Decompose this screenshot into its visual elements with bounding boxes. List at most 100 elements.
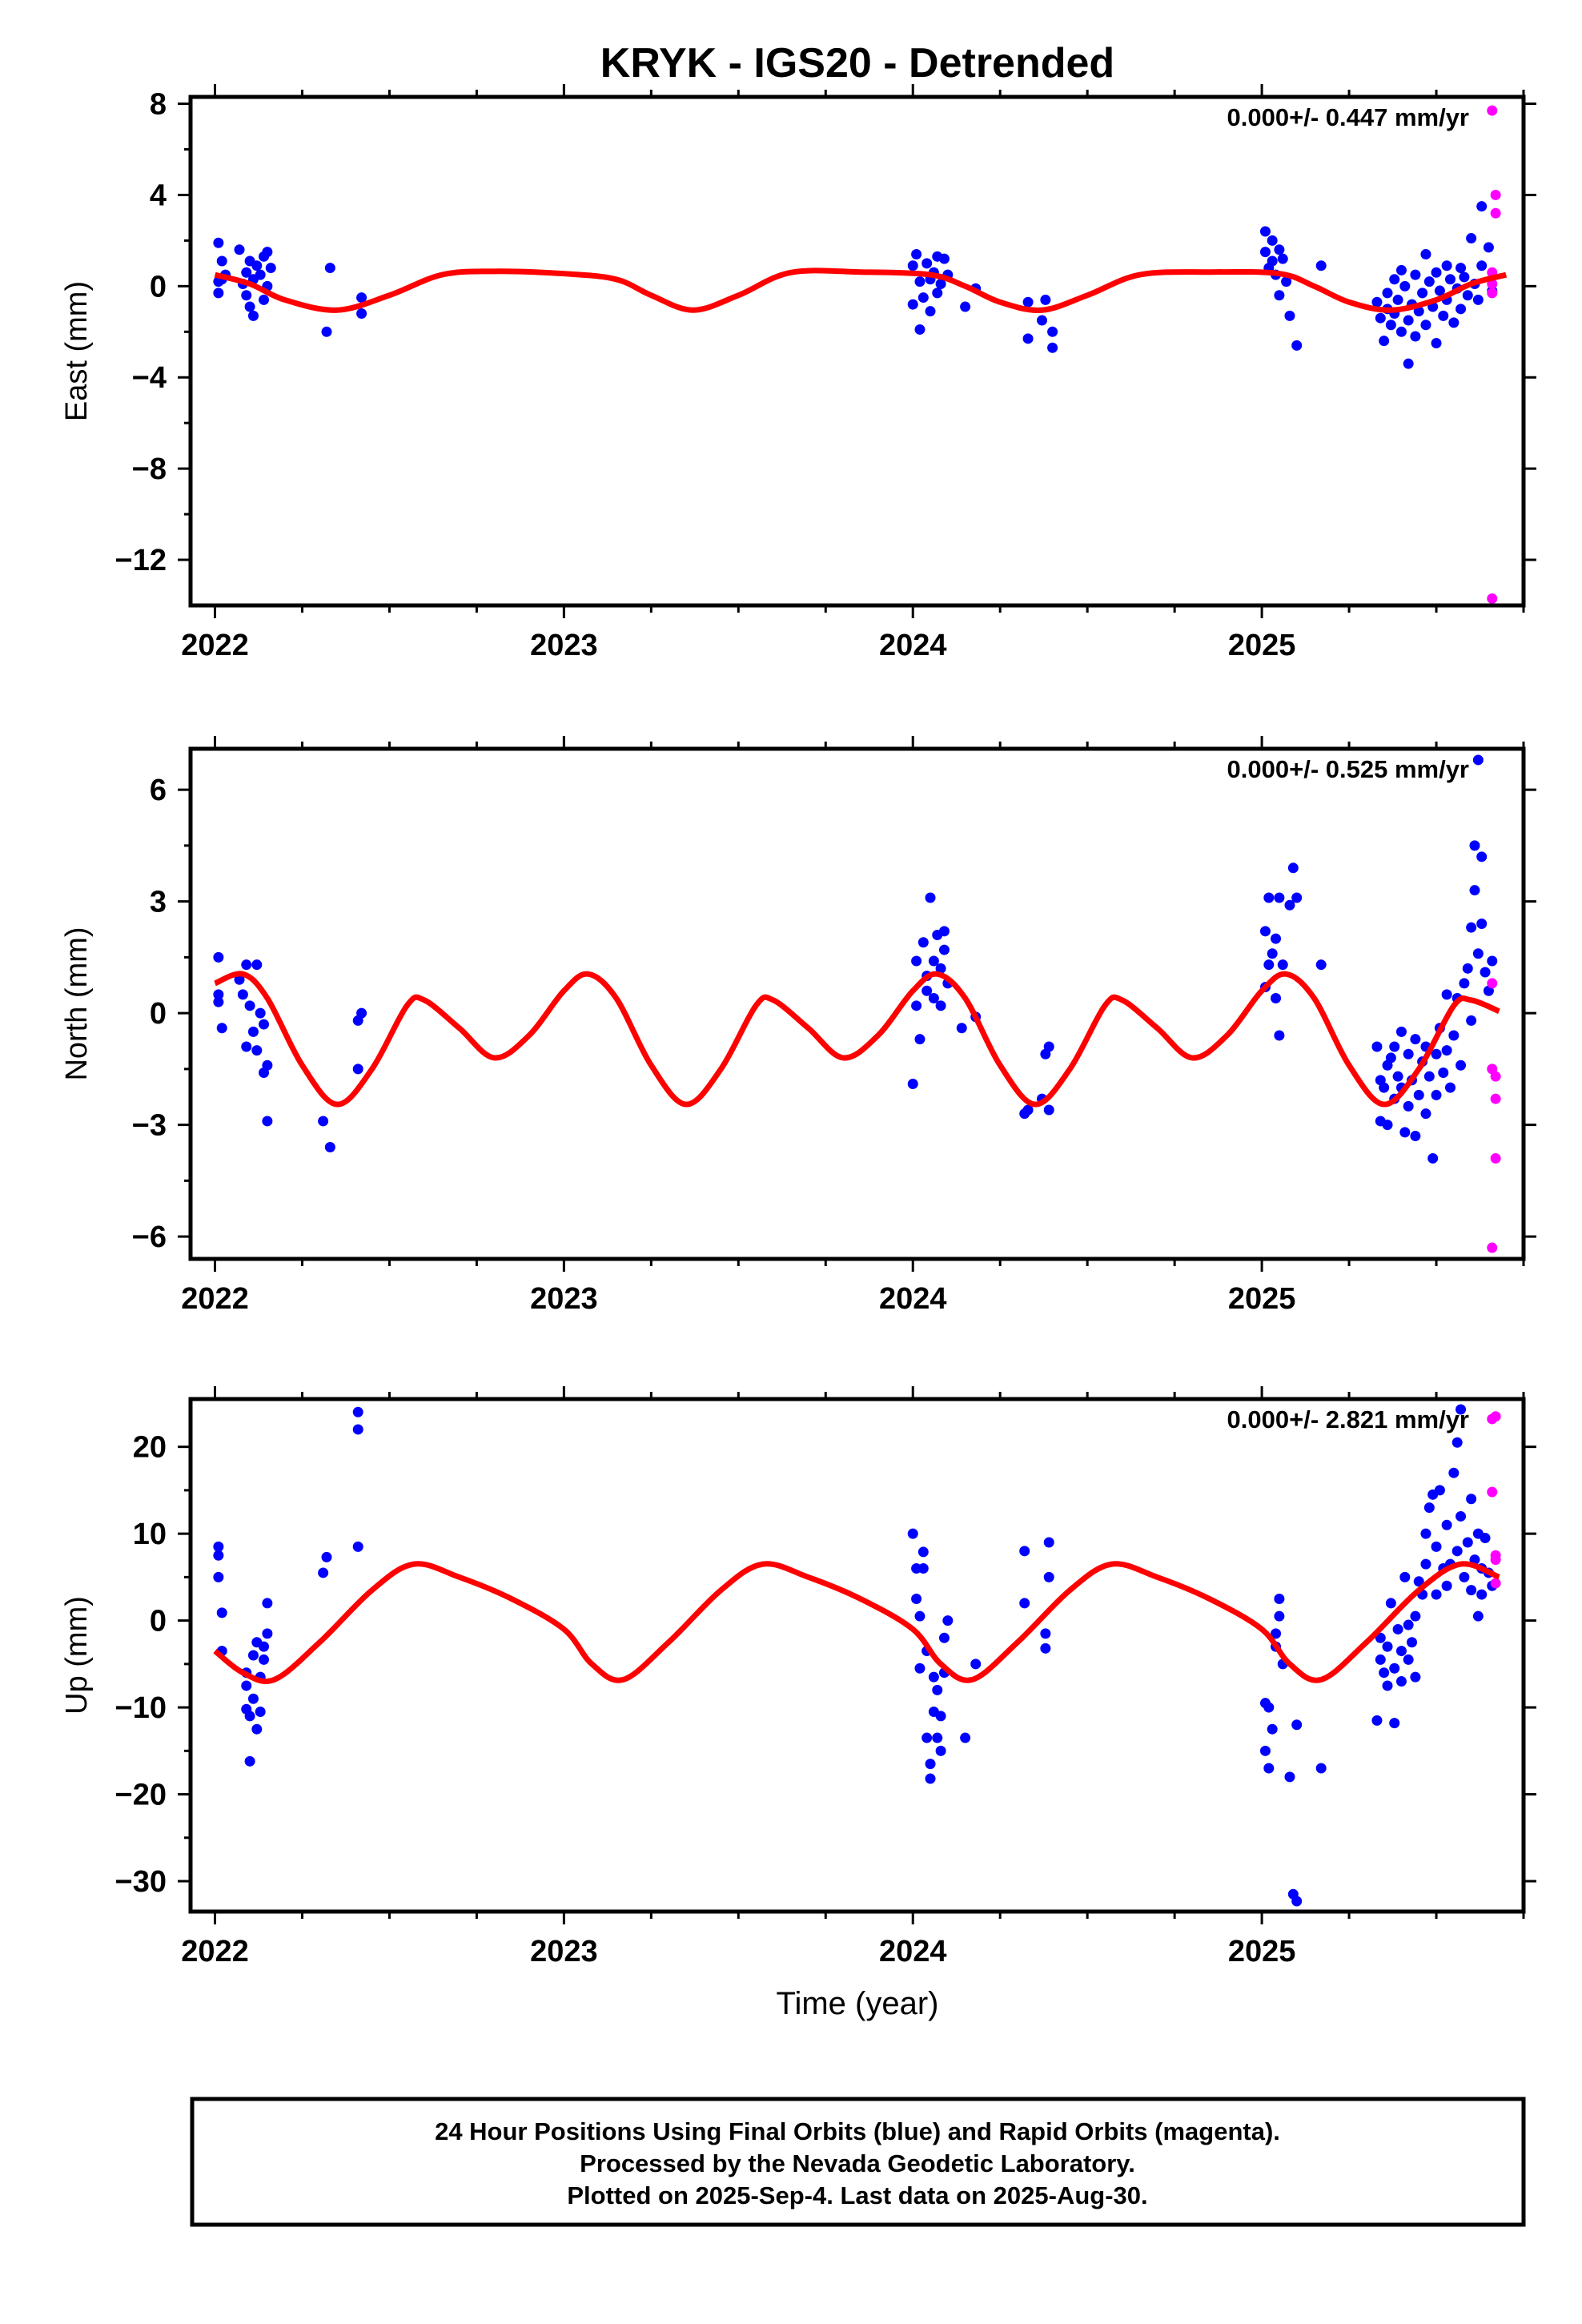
up-final-point [960,1732,971,1743]
east-final-point [244,301,255,312]
north-final-point [1043,1104,1054,1116]
up-final-point [1271,1628,1282,1639]
north-final-point [1423,1071,1435,1082]
east-final-point [1472,294,1484,305]
north-xtick-label: 2024 [879,1282,947,1316]
east-ytick-label: 8 [150,88,167,122]
north-xtick-label: 2022 [181,1282,249,1316]
east-final-point [1431,267,1442,278]
up-final-point [1476,1589,1488,1600]
east-ytick-label: −8 [132,452,167,486]
up-ytick-label: 10 [133,1518,167,1551]
north-final-point [1277,959,1288,971]
up-final-point [213,1541,224,1552]
north-final-point [1291,892,1303,903]
up-final-point [259,1654,270,1665]
north-final-point [1410,1034,1421,1045]
east-final-point [1040,294,1051,305]
up-final-point [1392,1623,1403,1634]
up-final-point [262,1628,273,1639]
up-final-point [1291,1896,1303,1907]
up-final-point [244,1755,255,1767]
north-final-point [255,1007,266,1019]
east-ytick-label: 4 [150,179,167,212]
north-rate-annotation: 0.000+/- 0.525 mm/yr [1227,755,1469,783]
east-final-point [1037,315,1048,326]
north-model-curve [214,971,1500,1108]
east-final-point [1483,242,1494,253]
east-final-point [1392,294,1403,305]
east-final-point [1274,290,1285,301]
up-final-point [1456,1404,1467,1415]
east-final-point [216,255,227,267]
up-final-point [216,1607,227,1618]
east-panel: 8 4 0 −4 −8 −12 2022 2023 2024 2025 East (mm) 0.000… [60,84,1536,662]
up-final-point [928,1671,939,1683]
up-final-point [1385,1598,1396,1609]
up-final-point [917,1546,929,1558]
east-final-point [1284,310,1295,321]
north-final-point [1287,862,1299,874]
north-final-point [318,1116,329,1127]
up-final-point [1423,1502,1435,1514]
north-final-point [1476,851,1488,862]
north-final-point [213,951,224,963]
north-final-point [247,1026,259,1037]
east-final-point [911,248,922,259]
up-final-point [925,1773,936,1784]
up-final-point [1431,1541,1442,1552]
east-final-point [259,294,270,305]
up-final-point [935,1745,946,1756]
north-final-point [928,955,939,967]
east-rapid-point [1487,593,1498,604]
up-final-point [1263,1763,1275,1774]
north-final-point [1284,899,1295,911]
east-final-point [213,287,224,299]
east-xtick-label: 2025 [1228,629,1296,662]
up-final-point [1403,1619,1414,1630]
north-final-point [1431,1048,1442,1059]
north-final-point [1410,1131,1421,1142]
up-final-point [251,1723,263,1735]
north-final-point [1420,1108,1431,1120]
up-xtick-label: 2024 [879,1935,947,1968]
east-final-point [1456,263,1467,274]
north-ytick-label: 6 [150,774,167,807]
up-final-point [1389,1663,1400,1674]
up-final-point [213,1571,224,1582]
east-final-point [1423,276,1435,287]
up-final-point [907,1528,918,1539]
north-final-point [1438,1068,1449,1079]
east-final-point [1389,274,1400,285]
east-final-point [1448,317,1460,328]
north-final-point [1469,840,1480,851]
up-final-point [932,1684,943,1695]
east-final-point [1277,253,1288,264]
east-final-point [1438,310,1449,321]
up-final-point [1043,1537,1054,1548]
north-plot-frame [188,746,1526,1261]
north-panel: 6 3 0 −3 −6 2022 2023 2024 2025 North (mm) 0.000+/… [60,736,1536,1316]
north-final-point [938,926,950,937]
north-final-point [213,989,224,1000]
up-final-point [1441,1519,1452,1530]
east-final-point [1420,320,1431,331]
up-final-point [318,1567,329,1578]
north-final-point [956,1023,967,1034]
east-final-point [1274,244,1285,255]
east-ytick-label: −4 [132,361,167,395]
north-final-point [1267,948,1278,959]
east-final-point [914,276,926,287]
east-final-point [932,287,943,299]
up-final-point [1452,1437,1463,1448]
north-final-point [1413,1089,1424,1100]
up-final-point [1441,1580,1452,1591]
north-final-point [1487,955,1498,967]
up-final-point [1420,1528,1431,1539]
north-final-point [216,1023,227,1034]
east-final-point [247,310,259,321]
up-final-point [1472,1610,1484,1622]
up-final-point [1420,1558,1431,1570]
east-final-point [1417,287,1428,299]
north-rapid-point [1487,978,1498,989]
